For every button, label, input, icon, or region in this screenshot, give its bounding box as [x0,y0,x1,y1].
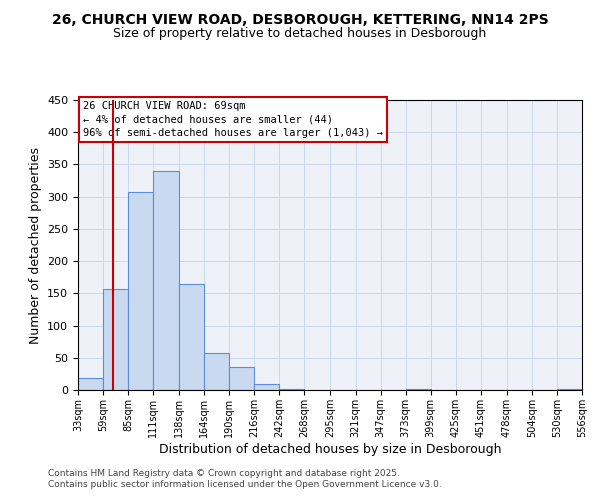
Bar [128,192,153,390]
Text: Size of property relative to detached houses in Desborough: Size of property relative to detached ho… [113,28,487,40]
Bar [179,284,204,390]
Bar [153,171,179,390]
Text: 26, CHURCH VIEW ROAD, DESBOROUGH, KETTERING, NN14 2PS: 26, CHURCH VIEW ROAD, DESBOROUGH, KETTER… [52,12,548,26]
Bar [229,368,254,390]
Y-axis label: Number of detached properties: Number of detached properties [29,146,41,344]
Bar [280,388,304,390]
Bar [254,384,280,390]
Bar [78,378,103,390]
Text: Contains public sector information licensed under the Open Government Licence v3: Contains public sector information licen… [48,480,442,489]
X-axis label: Distribution of detached houses by size in Desborough: Distribution of detached houses by size … [159,442,501,456]
Bar [103,289,128,390]
Bar [204,354,229,390]
Text: Contains HM Land Registry data © Crown copyright and database right 2025.: Contains HM Land Registry data © Crown c… [48,468,400,477]
Text: 26 CHURCH VIEW ROAD: 69sqm
← 4% of detached houses are smaller (44)
96% of semi-: 26 CHURCH VIEW ROAD: 69sqm ← 4% of detac… [83,102,383,138]
